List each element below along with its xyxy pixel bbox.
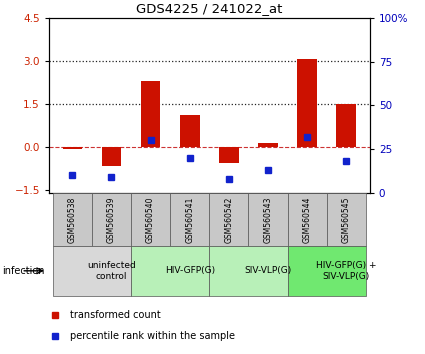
Bar [131,246,209,296]
Bar [141,81,160,147]
Bar [53,246,131,296]
Bar [288,193,327,246]
Text: GSM560539: GSM560539 [107,196,116,243]
Text: SIV-VLP(G): SIV-VLP(G) [244,266,292,275]
Bar [131,193,170,246]
Bar [288,246,366,296]
Bar [209,246,288,296]
Bar [53,193,92,246]
Text: infection: infection [2,266,45,276]
Bar [258,143,278,147]
Bar [337,104,356,147]
Text: HIV-GFP(G) +
SIV-VLP(G): HIV-GFP(G) + SIV-VLP(G) [316,261,377,280]
Text: GSM560540: GSM560540 [146,196,155,243]
Title: GDS4225 / 241022_at: GDS4225 / 241022_at [136,2,283,15]
Text: percentile rank within the sample: percentile rank within the sample [70,331,235,341]
Bar [298,59,317,147]
Bar [180,115,199,147]
Bar [209,193,249,246]
Text: GSM560543: GSM560543 [264,196,272,243]
Text: uninfected
control: uninfected control [87,261,136,280]
Bar [219,147,239,163]
Bar [327,193,366,246]
Bar [170,193,209,246]
Bar [62,147,82,149]
Text: GSM560541: GSM560541 [185,196,194,243]
Text: GSM560538: GSM560538 [68,196,77,243]
Bar [102,147,121,166]
Text: transformed count: transformed count [70,310,161,320]
Text: GSM560545: GSM560545 [342,196,351,243]
Text: GSM560544: GSM560544 [303,196,312,243]
Bar [249,193,288,246]
Text: HIV-GFP(G): HIV-GFP(G) [164,266,215,275]
Bar [92,193,131,246]
Text: GSM560542: GSM560542 [224,196,233,243]
